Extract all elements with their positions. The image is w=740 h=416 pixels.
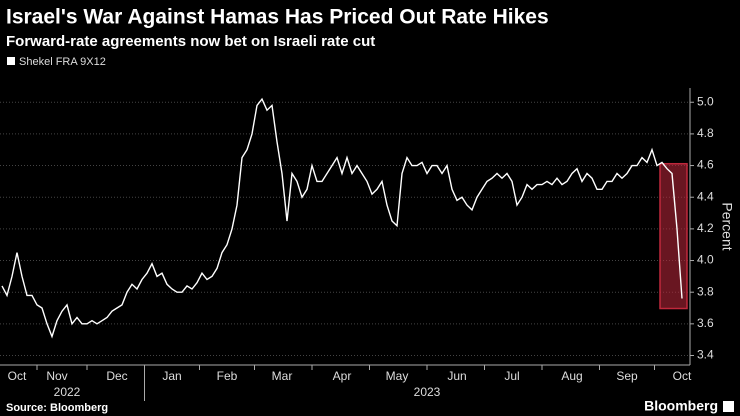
y-tick-label: 3.8 — [697, 284, 714, 298]
y-tick-label: 4.8 — [697, 126, 714, 140]
y-tick-label: 5.0 — [697, 94, 714, 108]
year-label: 2023 — [414, 385, 441, 399]
chart-subtitle: Forward-rate agreements now bet on Israe… — [6, 33, 375, 50]
legend-swatch — [7, 57, 15, 65]
x-tick-label: Aug — [561, 369, 582, 383]
x-tick-label: Dec — [106, 369, 127, 383]
y-tick-label: 3.6 — [697, 316, 714, 330]
legend-label: Shekel FRA 9X12 — [19, 56, 106, 68]
x-tick-label: Sep — [616, 369, 638, 383]
x-tick-label: Mar — [272, 369, 293, 383]
series-line — [1, 97, 683, 339]
x-tick-label: May — [386, 369, 409, 383]
y-tick-label: 3.4 — [697, 348, 714, 362]
source: Source: Bloomberg — [6, 402, 108, 414]
x-tick-label: Oct — [8, 369, 27, 383]
x-tick-label: Apr — [333, 369, 352, 383]
brand: Bloomberg — [644, 398, 718, 414]
y-axis-label: Percent — [719, 202, 735, 250]
year-label: 2022 — [54, 385, 81, 399]
x-tick-label: Oct — [673, 369, 692, 383]
y-tick-label: 4.0 — [697, 253, 714, 267]
chart-title: Israel's War Against Hamas Has Priced Ou… — [6, 6, 549, 29]
brand-icon — [723, 401, 734, 412]
y-tick-label: 4.4 — [697, 189, 714, 203]
y-tick-label: 4.6 — [697, 158, 714, 172]
x-tick-label: Nov — [46, 369, 67, 383]
x-tick-label: Feb — [217, 369, 238, 383]
x-tick-label: Jul — [504, 369, 519, 383]
y-tick-label: 4.2 — [697, 221, 714, 235]
x-tick-label: Jun — [447, 369, 466, 383]
x-tick-label: Jan — [162, 369, 181, 383]
